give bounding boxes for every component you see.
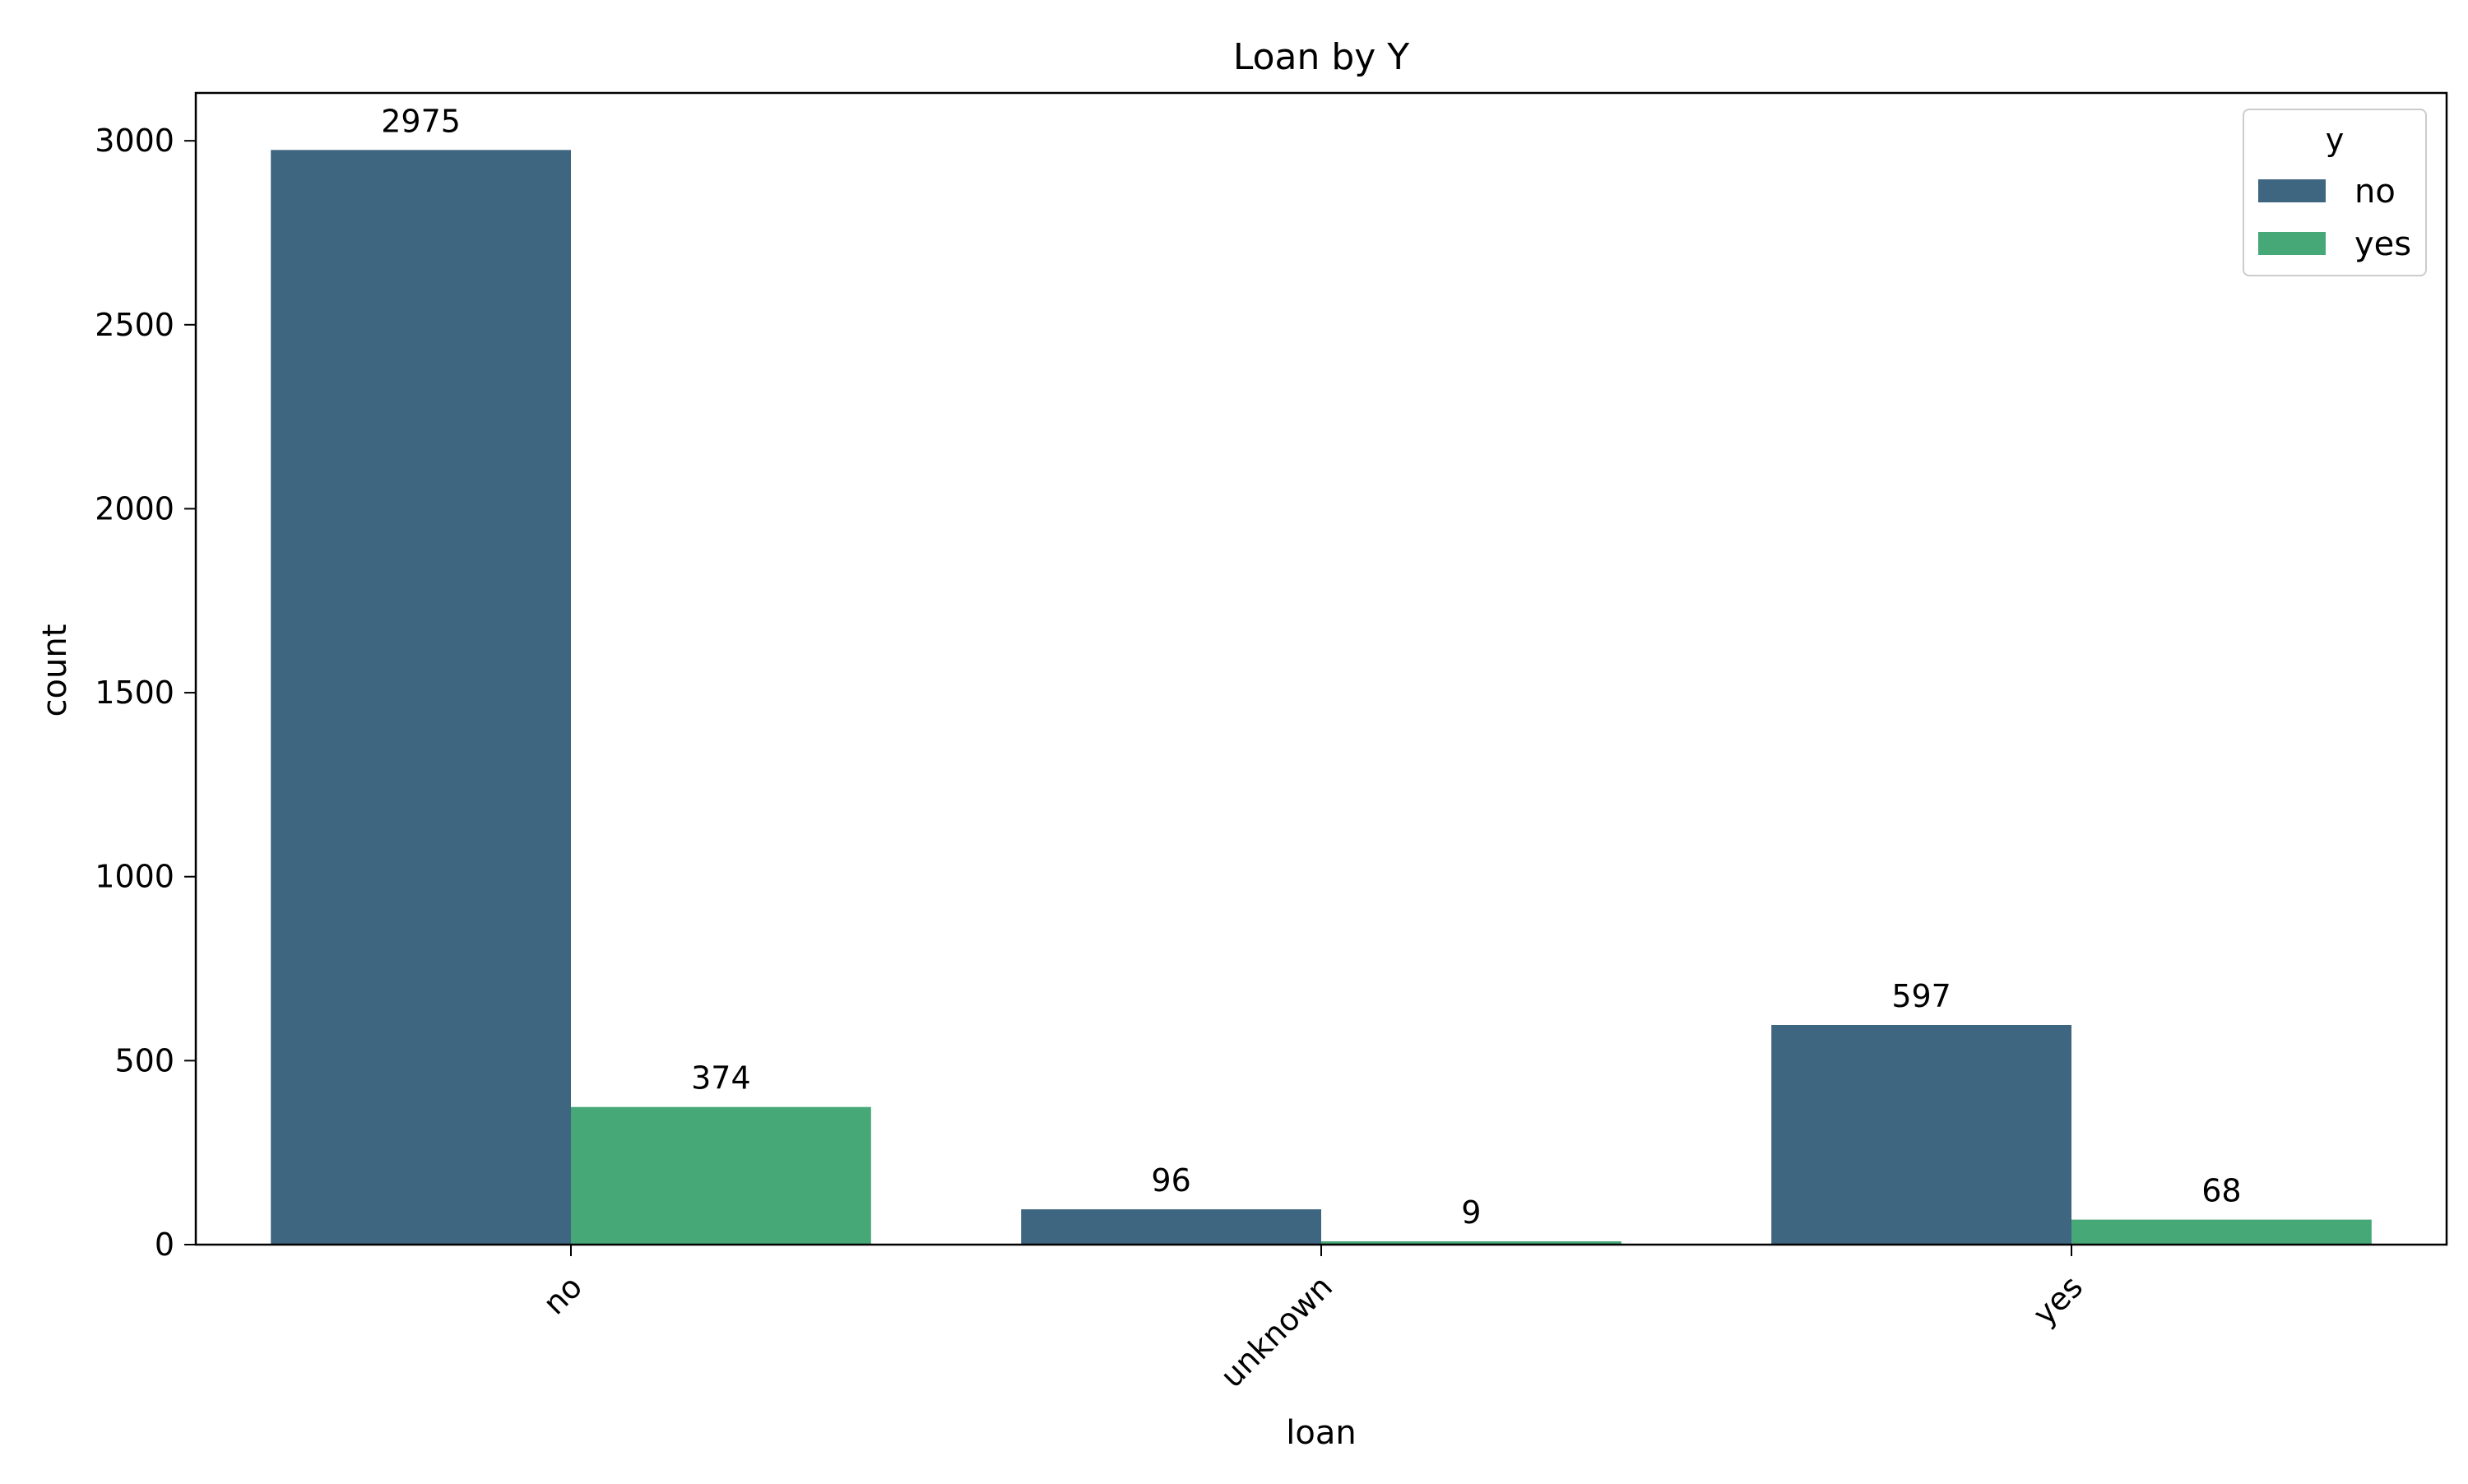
legend-items: no yes [2258, 173, 2411, 263]
chart-title: Loan by Y [1233, 36, 1409, 78]
bars-layer [271, 150, 2372, 1245]
bar-unknown-no [1021, 1209, 1321, 1245]
y-tick-label: 2000 [95, 490, 174, 526]
bar-yes-no [1771, 1025, 2071, 1245]
x-tick-label: yes [2026, 1268, 2090, 1333]
legend-label: yes [2354, 225, 2411, 263]
data-label: 374 [691, 1060, 751, 1097]
x-tick-label: unknown [1213, 1268, 1339, 1394]
y-tick-label: 2500 [95, 307, 174, 343]
y-tick-label: 3000 [95, 123, 174, 159]
bar-unknown-yes [1321, 1241, 1621, 1245]
legend-title: y [2326, 122, 2345, 158]
data-label: 2975 [381, 103, 461, 139]
plot-frame [194, 91, 2448, 1246]
data-label: 68 [2201, 1173, 2241, 1209]
x-tick-label: no [536, 1268, 590, 1322]
y-tick-label: 1000 [95, 859, 174, 895]
y-tick-label: 1500 [95, 675, 174, 711]
legend-label: no [2354, 173, 2396, 211]
bar-no-yes [571, 1106, 871, 1245]
y-tick-label: 0 [155, 1227, 174, 1263]
legend-swatch-yes [2258, 232, 2326, 255]
x-axis-label: loan [1286, 1414, 1356, 1452]
bar-yes-yes [2071, 1219, 2372, 1245]
y-tick-label: 500 [114, 1042, 174, 1078]
legend: y no yes [2243, 109, 2427, 276]
data-label: 597 [1891, 978, 1951, 1014]
y-axis-label: count [36, 624, 74, 717]
data-labels-layer: 2975 374 96 9 597 68 [381, 103, 2241, 1231]
legend-swatch-no [2258, 179, 2326, 202]
data-label: 9 [1461, 1194, 1481, 1231]
bar-no-no [271, 150, 571, 1245]
data-label: 96 [1151, 1162, 1190, 1199]
